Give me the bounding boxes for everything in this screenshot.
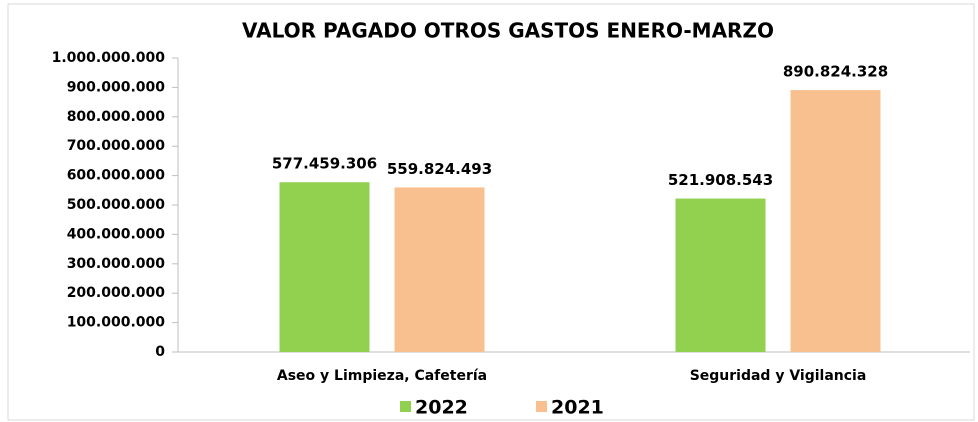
y-tick-label: 600.000.000: [67, 168, 166, 184]
bar: [790, 90, 881, 352]
chart-title: VALOR PAGADO OTROS GASTOS ENERO-MARZO: [242, 19, 774, 43]
bar: [394, 187, 485, 352]
legend-swatch: [400, 401, 411, 412]
y-tick-label: 900.000.000: [67, 79, 166, 95]
y-tick-label: 1.000.000.000: [52, 50, 166, 66]
y-tick-label: 100.000.000: [67, 315, 166, 331]
data-label: 890.824.328: [783, 63, 888, 81]
y-tick-label: 500.000.000: [67, 197, 166, 213]
data-label: 559.824.493: [387, 160, 492, 178]
data-label: 521.908.543: [668, 171, 773, 189]
x-tick-label: Aseo y Limpieza, Cafetería: [277, 368, 487, 384]
bar: [279, 182, 370, 352]
y-tick-label: 400.000.000: [67, 226, 166, 242]
y-tick-label: 300.000.000: [67, 256, 166, 272]
y-tick-label: 200.000.000: [67, 285, 166, 301]
legend-swatch: [536, 401, 547, 412]
y-tick-label: 0: [155, 344, 165, 360]
data-label: 577.459.306: [272, 155, 377, 173]
legend-label: 2021: [551, 397, 604, 419]
x-tick-label: Seguridad y Vigilancia: [690, 368, 867, 384]
legend-label: 2022: [415, 397, 468, 419]
bar: [675, 198, 766, 352]
y-tick-label: 800.000.000: [67, 109, 166, 125]
y-tick-label: 700.000.000: [67, 138, 166, 154]
